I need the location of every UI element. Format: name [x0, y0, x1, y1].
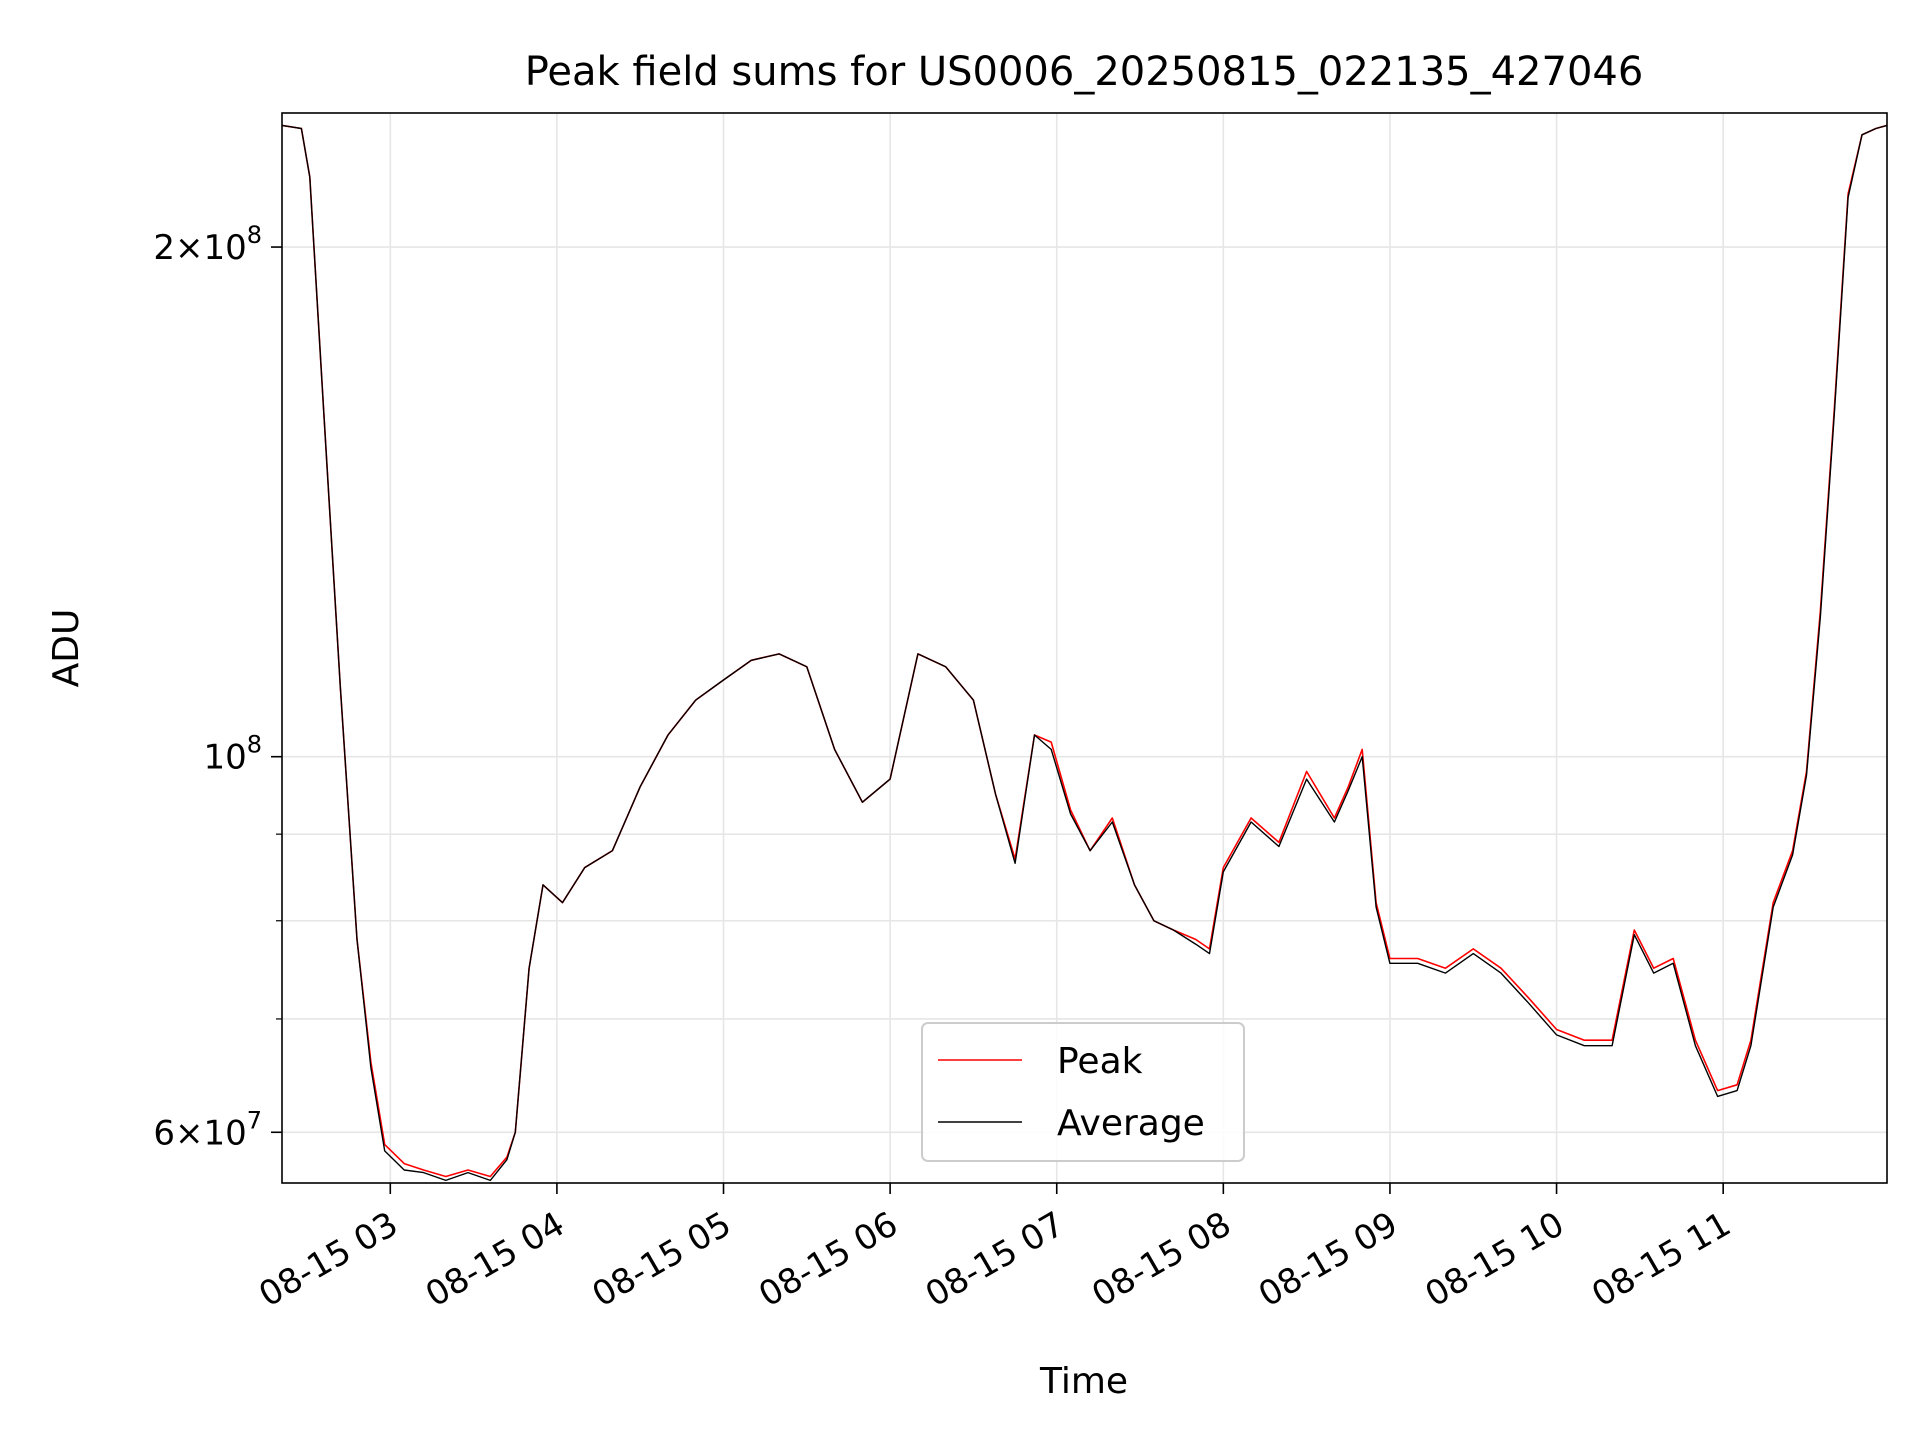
legend: Peak Average [921, 1022, 1245, 1162]
series-group [281, 124, 1888, 1182]
x-axis-label: Time [1039, 1361, 1128, 1402]
legend-box [921, 1022, 1245, 1162]
plot-frame [281, 112, 1888, 1184]
y-tick-label: 6×107 [153, 1106, 262, 1153]
series-line-average [281, 124, 1888, 1182]
y-tick-label: 108 [203, 731, 262, 778]
series-line-peak [281, 124, 1888, 1178]
y-tick-label: 2×108 [153, 221, 262, 268]
legend-label-average: Average [1057, 1103, 1205, 1144]
legend-label-peak: Peak [1057, 1041, 1143, 1082]
chart-title: Peak field sums for US0006_20250815_0221… [525, 49, 1644, 95]
y-axis-label: ADU [46, 609, 87, 688]
y-axis: 108 2×108 6×107 [153, 221, 282, 1153]
